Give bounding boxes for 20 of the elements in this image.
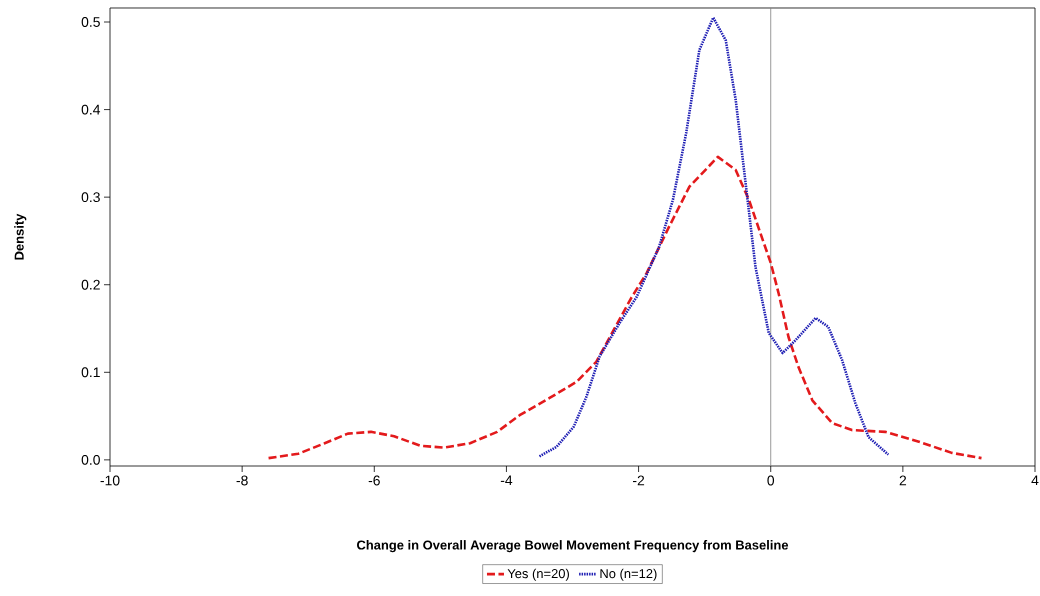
- x-axis-title: Change in Overall Average Bowel Movement Frequency from Baseline: [356, 540, 789, 553]
- x-tick-label: -2: [633, 475, 645, 486]
- x-tick-label: -10: [100, 475, 120, 486]
- x-tick-label: -6: [368, 475, 380, 486]
- x-tick-label: -8: [236, 475, 248, 486]
- legend-label: No (n=12): [600, 568, 657, 581]
- y-tick-label: 0.5: [81, 17, 100, 27]
- y-tick-label: 0.4: [81, 104, 101, 115]
- x-tick-label: 4: [1031, 475, 1039, 486]
- line-series: [267, 155, 983, 460]
- legend-label: Yes (n=20): [507, 568, 569, 581]
- y-axis-title: Density: [14, 213, 27, 260]
- line-series: [538, 16, 890, 458]
- y-tick-label: 0.2: [81, 279, 100, 290]
- x-tick-label: 2: [899, 475, 907, 486]
- x-tick-label: -4: [500, 475, 513, 486]
- y-tick-label: 0.1: [81, 367, 100, 378]
- y-tick-label: 0.0: [81, 454, 100, 465]
- x-tick-label: 0: [767, 475, 775, 486]
- y-tick-label: 0.3: [81, 192, 100, 203]
